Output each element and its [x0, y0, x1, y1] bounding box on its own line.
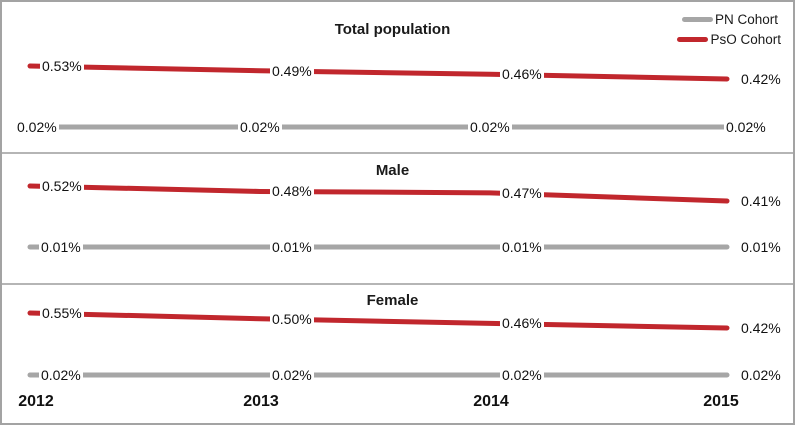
legend-label: PsO Cohort [710, 31, 781, 47]
data-label: 0.02% [468, 118, 512, 136]
data-label: 0.46% [500, 65, 544, 84]
data-label: 0.02% [15, 118, 59, 136]
data-label: 0.02% [238, 118, 282, 136]
pso-cohort-line [27, 183, 730, 204]
data-label: 0.01% [500, 238, 544, 256]
data-label: 0.48% [270, 182, 314, 201]
data-label: 0.01% [39, 238, 83, 256]
data-label: 0.53% [40, 57, 84, 75]
data-label: 0.55% [40, 304, 84, 322]
pso-cohort-line [27, 310, 730, 331]
x-axis-label: 2013 [243, 393, 279, 410]
data-label: 0.52% [40, 177, 84, 195]
data-label: 0.01% [739, 238, 783, 256]
data-label: 0.01% [270, 238, 314, 256]
legend: PN Cohort PsO Cohort [677, 9, 781, 49]
data-label: 0.42% [739, 70, 783, 88]
panel-male: Male 0.52% 0.48% 0.47% 0.41% 0.01% 0.01% 0.01% 0… [2, 152, 793, 283]
data-label: 0.50% [270, 309, 314, 328]
data-label: 0.41% [739, 192, 783, 210]
data-label: 0.02% [270, 366, 314, 384]
x-axis-label: 2014 [473, 393, 509, 410]
x-axis-label: 2012 [18, 393, 54, 410]
panel-title: Female [366, 292, 419, 309]
data-label: 0.46% [500, 314, 544, 333]
data-label: 0.49% [270, 61, 314, 80]
data-label: 0.42% [739, 319, 783, 337]
panel-title: Total population [334, 21, 451, 38]
pn-cohort-swatch [682, 16, 713, 22]
data-label: 0.02% [739, 366, 783, 384]
legend-label: PN Cohort [715, 11, 779, 27]
data-label: 0.02% [500, 366, 544, 384]
data-label: 0.02% [724, 118, 768, 136]
legend-item-pso-cohort: PsO Cohort [677, 29, 781, 49]
data-label: 0.02% [39, 366, 83, 384]
panel-title: Male [375, 162, 410, 179]
panel-total-population: Total population 0.53% 0.49% 0.46% 0.42% 0.02… [2, 2, 793, 152]
panel-female: Female 0.55% 0.50% 0.46% 0.42% 0.02% 0.02% 0.02… [2, 283, 793, 423]
pso-cohort-swatch [677, 36, 709, 42]
data-label: 0.47% [500, 183, 544, 202]
x-axis-label: 2015 [703, 393, 739, 410]
pso-cohort-line [27, 63, 730, 82]
legend-item-pn-cohort: PN Cohort [677, 9, 781, 29]
